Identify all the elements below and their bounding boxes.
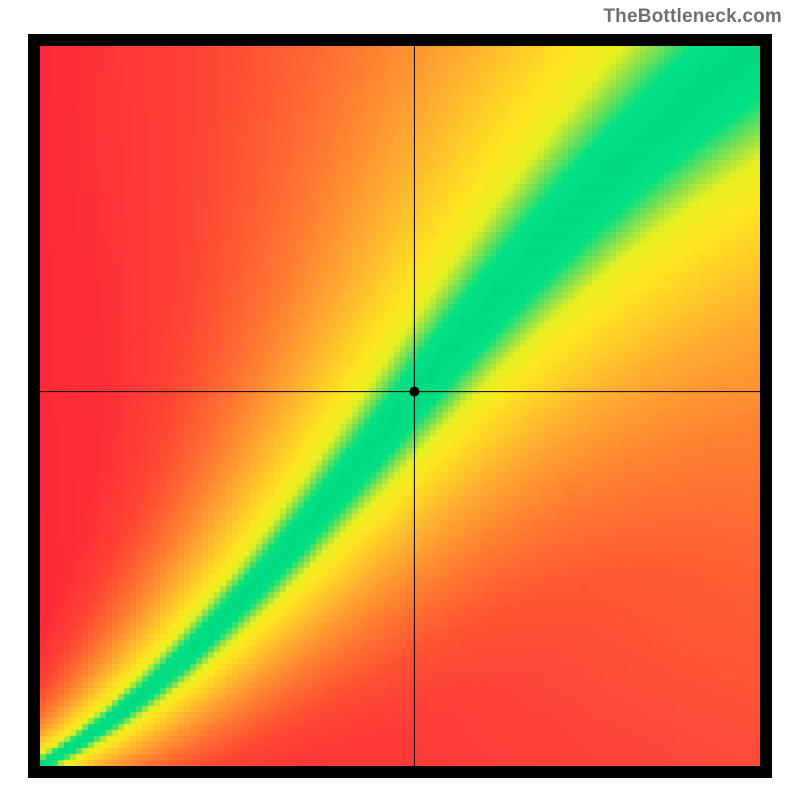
plot-area [28, 34, 772, 778]
chart-container: TheBottleneck.com [0, 0, 800, 800]
watermark-text: TheBottleneck.com [603, 6, 782, 28]
heatmap-canvas [40, 46, 760, 766]
